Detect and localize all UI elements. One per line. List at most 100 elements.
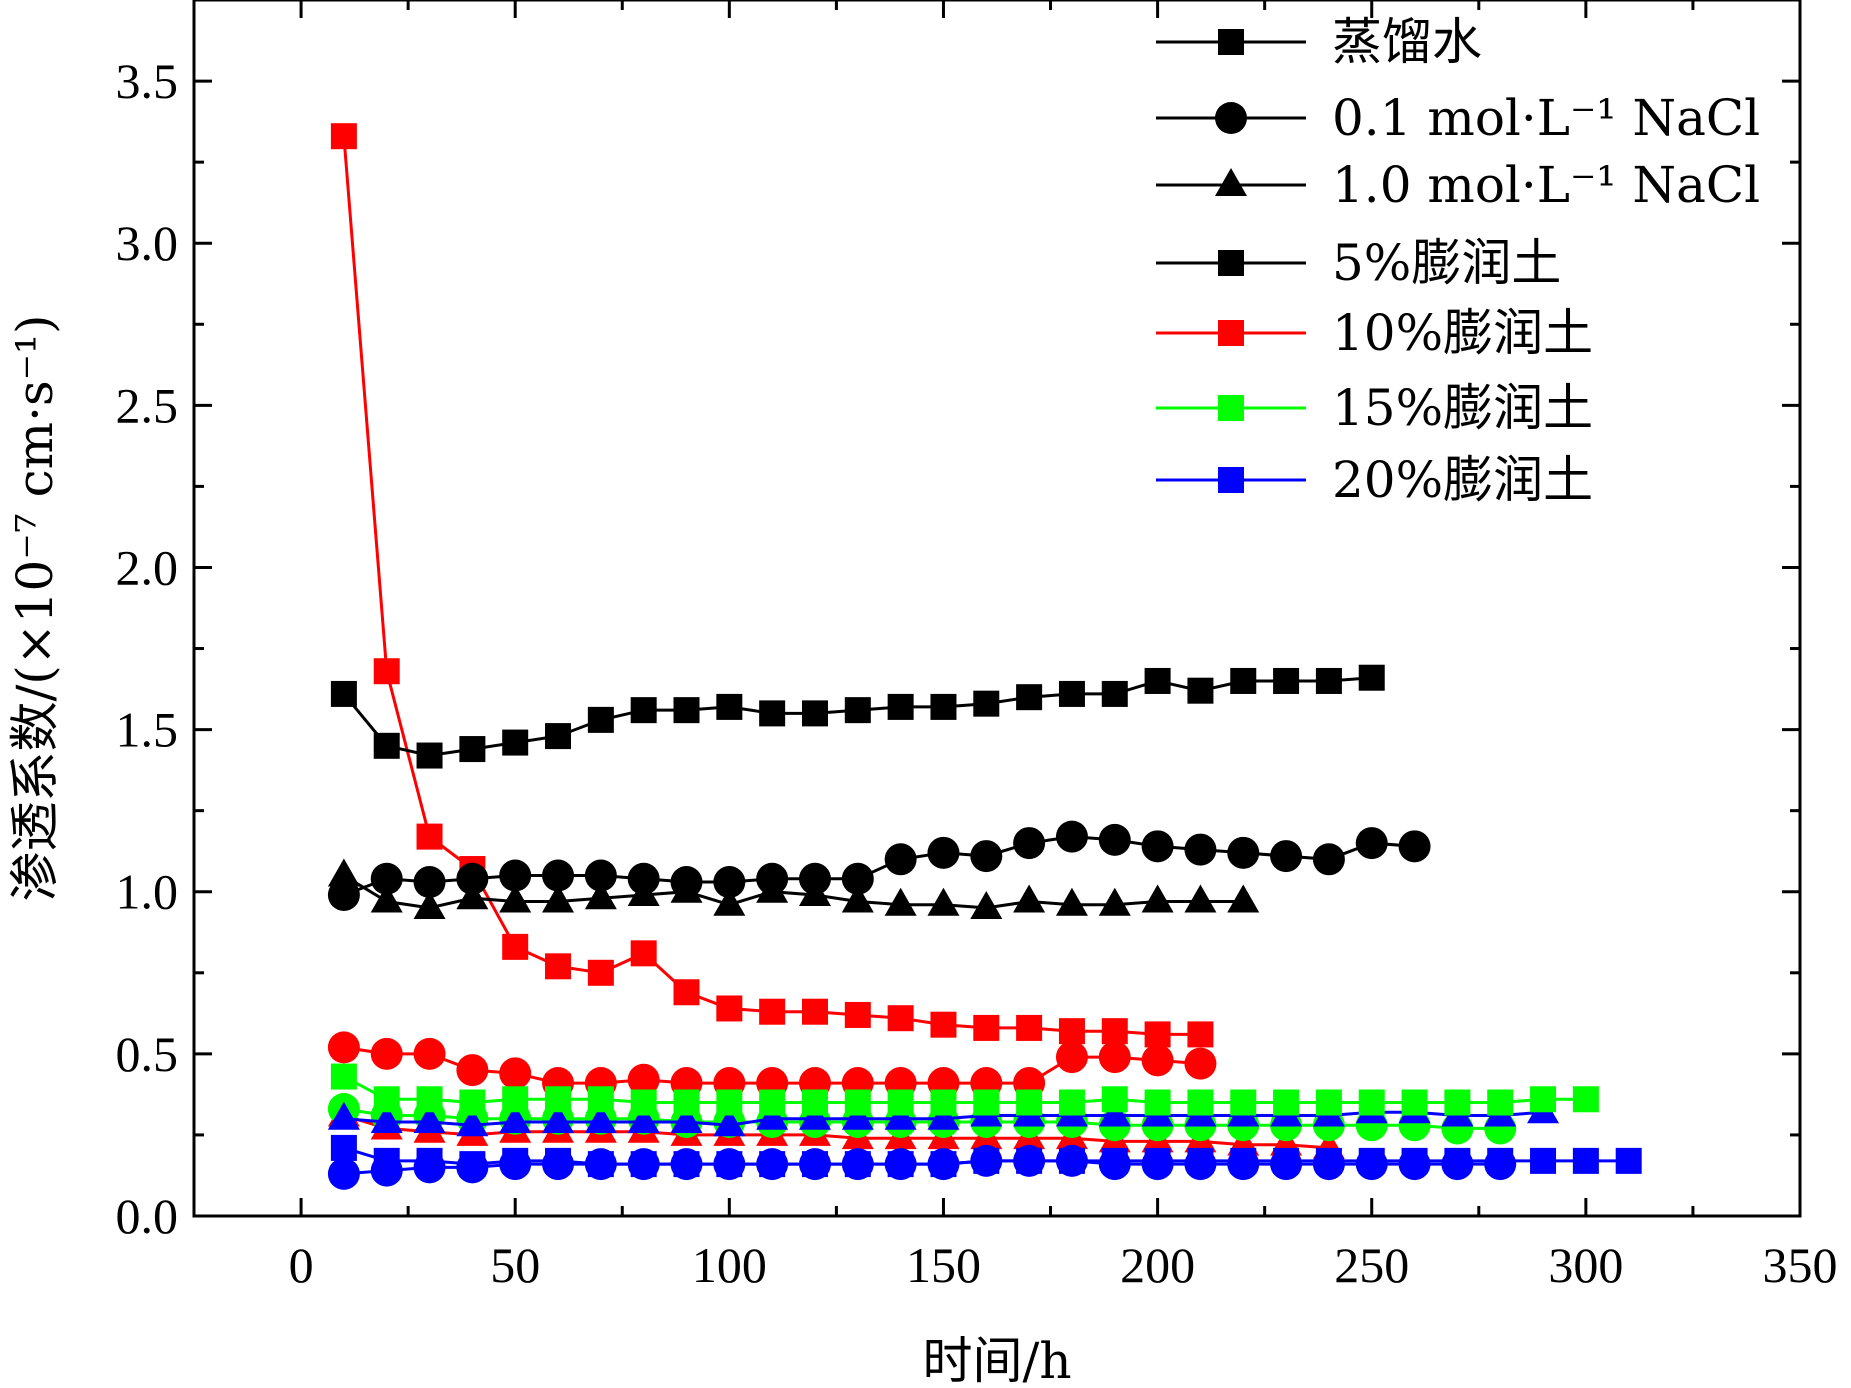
data-point xyxy=(1530,1147,1557,1174)
y-tick-label: 2.5 xyxy=(116,377,179,433)
data-point xyxy=(713,887,746,916)
data-point xyxy=(1187,677,1214,704)
data-point xyxy=(1016,684,1043,711)
data-point xyxy=(1144,1089,1171,1116)
data-point xyxy=(502,1086,529,1113)
data-point xyxy=(330,680,357,707)
data-point xyxy=(798,1101,831,1130)
data-point xyxy=(327,1031,360,1064)
data-point xyxy=(502,729,529,756)
legend-marker xyxy=(1218,29,1244,55)
legend-marker xyxy=(1218,467,1244,493)
data-point xyxy=(584,881,617,910)
data-point xyxy=(1401,1147,1428,1174)
data-point xyxy=(1530,1086,1557,1113)
data-point xyxy=(370,884,403,913)
data-point xyxy=(587,1086,614,1113)
data-point xyxy=(887,693,914,720)
data-point xyxy=(841,862,874,895)
axes-group: 0 50 100 150 200 250 300 350 0.0 0.5 1.0 1.5 2.0 2.5 3… xyxy=(116,0,1838,1293)
series-5 xyxy=(330,1063,1599,1116)
legend-label: 10%膨润土 xyxy=(1332,304,1593,362)
legend-item-3: 5%膨润土 xyxy=(1156,234,1561,292)
data-point xyxy=(1184,833,1217,866)
data-point xyxy=(798,862,831,895)
data-point xyxy=(416,1086,443,1113)
data-point xyxy=(1055,887,1088,916)
data-point xyxy=(759,1089,786,1116)
data-point xyxy=(716,1151,743,1178)
data-point xyxy=(970,840,1003,873)
data-point xyxy=(1055,1041,1088,1074)
data-point xyxy=(973,1014,1000,1041)
legend-item-0: 蒸馏水 xyxy=(1156,13,1482,71)
data-point xyxy=(887,1005,914,1032)
data-point xyxy=(1230,1147,1257,1174)
data-point xyxy=(1444,1089,1471,1116)
data-point xyxy=(456,862,489,895)
legend-label: 蒸馏水 xyxy=(1332,13,1482,71)
data-point xyxy=(499,1057,532,1090)
data-point xyxy=(545,723,572,750)
data-point xyxy=(1184,884,1217,913)
data-point xyxy=(1098,823,1131,856)
x-tick-label: 150 xyxy=(906,1237,981,1293)
data-point xyxy=(756,1101,789,1130)
data-point xyxy=(1141,830,1174,863)
series-line xyxy=(343,874,1244,910)
data-point xyxy=(630,940,657,967)
series-group xyxy=(327,123,1642,1190)
series-line xyxy=(343,1075,1586,1105)
data-point xyxy=(327,1101,360,1130)
data-point xyxy=(373,1086,400,1113)
data-point xyxy=(327,858,360,887)
data-point xyxy=(413,866,446,899)
data-point xyxy=(1312,843,1345,876)
data-point xyxy=(759,998,786,1025)
data-point xyxy=(1144,667,1171,694)
data-point xyxy=(1013,827,1046,860)
data-point xyxy=(801,1089,828,1116)
y-tick-label: 1.5 xyxy=(116,702,179,758)
data-point xyxy=(587,706,614,733)
data-point xyxy=(1187,1147,1214,1174)
data-point xyxy=(716,1089,743,1116)
legend-marker xyxy=(1215,102,1247,134)
x-tick-label: 250 xyxy=(1334,1237,1409,1293)
data-point xyxy=(587,959,614,986)
data-point xyxy=(1273,667,1300,694)
legend-marker xyxy=(1215,168,1247,196)
data-point xyxy=(1101,680,1128,707)
legend-label: 15%膨润土 xyxy=(1332,379,1593,437)
data-point xyxy=(499,859,532,892)
series-0 xyxy=(330,664,1385,769)
x-tick-label: 50 xyxy=(490,1237,540,1293)
legend-marker xyxy=(1218,395,1244,421)
data-point xyxy=(416,742,443,769)
data-point xyxy=(756,862,789,895)
legend-marker xyxy=(1218,320,1244,346)
data-point xyxy=(973,690,1000,717)
series-2 xyxy=(327,858,1260,919)
data-point xyxy=(1355,827,1388,860)
data-point xyxy=(713,1108,746,1137)
data-point xyxy=(330,123,357,150)
data-point xyxy=(1315,667,1342,694)
data-point xyxy=(330,1063,357,1090)
data-point xyxy=(1572,1086,1599,1113)
data-point xyxy=(1101,1086,1128,1113)
data-point xyxy=(370,1104,403,1133)
data-point xyxy=(456,1108,489,1137)
data-point xyxy=(1230,1089,1257,1116)
data-point xyxy=(844,1001,871,1028)
data-point xyxy=(930,693,957,720)
legend-item-6: 20%膨润土 xyxy=(1156,451,1593,509)
data-point xyxy=(1055,820,1088,853)
plot-frame xyxy=(192,0,1802,1218)
data-point xyxy=(456,1054,489,1087)
data-point xyxy=(1227,836,1260,869)
data-point xyxy=(1572,1147,1599,1174)
data-point xyxy=(545,1086,572,1113)
data-point xyxy=(1398,830,1431,863)
